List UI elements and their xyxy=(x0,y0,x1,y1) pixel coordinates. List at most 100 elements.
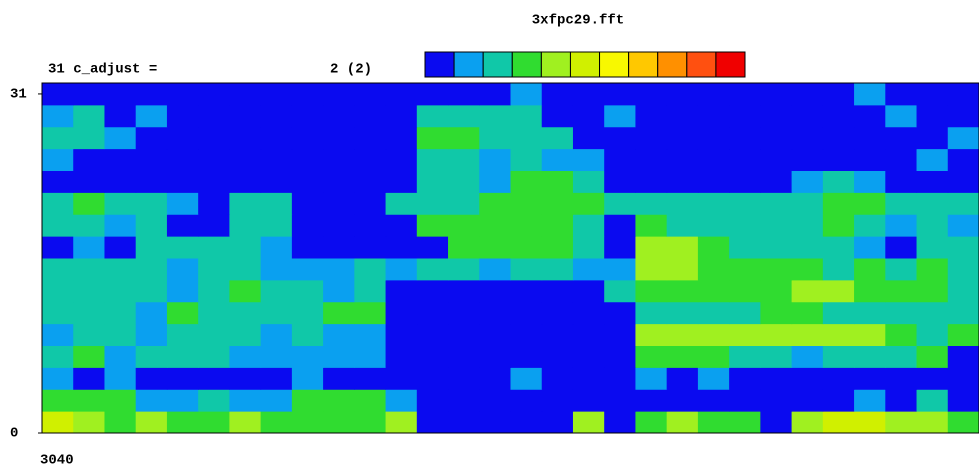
heat-cell xyxy=(291,83,324,106)
heat-cell xyxy=(229,83,262,106)
heat-cell xyxy=(729,148,761,171)
heat-cell xyxy=(635,126,668,150)
heat-cell xyxy=(291,389,324,412)
heat-cell xyxy=(760,236,793,259)
heat-cell xyxy=(635,192,668,215)
heat-cell xyxy=(791,83,824,106)
heat-cell xyxy=(385,411,418,434)
heat-cell xyxy=(73,301,105,325)
heat-cell xyxy=(448,236,480,259)
heat-cell xyxy=(572,214,605,237)
heat-cell xyxy=(104,148,137,171)
heat-cell xyxy=(448,367,480,390)
heat-cell xyxy=(448,323,480,346)
heat-cell xyxy=(73,389,105,412)
heat-cell xyxy=(291,170,324,193)
heat-cell xyxy=(541,301,574,325)
heat-cell xyxy=(541,345,574,368)
heat-cell xyxy=(729,126,761,150)
heat-cell xyxy=(166,83,199,106)
heat-cell xyxy=(479,170,511,193)
heat-cell xyxy=(791,411,824,434)
heat-cell xyxy=(572,323,605,346)
heat-cell xyxy=(604,258,636,281)
heat-cell xyxy=(260,148,293,171)
heat-cell xyxy=(916,411,949,434)
heat-cell xyxy=(791,279,824,303)
y-tick-label: 0 xyxy=(10,426,18,442)
heat-cell xyxy=(822,258,855,281)
heat-cell xyxy=(135,83,168,106)
heat-cell xyxy=(666,192,699,215)
heat-cell xyxy=(822,236,855,259)
heat-cell xyxy=(198,214,230,237)
heat-cell xyxy=(385,258,418,281)
heat-cell xyxy=(729,279,761,303)
heat-cell xyxy=(479,192,511,215)
heat-cell xyxy=(479,367,511,390)
heat-cell xyxy=(260,258,293,281)
heat-cell xyxy=(385,214,418,237)
heat-cell xyxy=(479,126,511,150)
heat-cell xyxy=(635,148,668,171)
heat-cell xyxy=(229,126,262,150)
heat-cell xyxy=(510,192,543,215)
heat-cell xyxy=(416,258,449,281)
heat-cell xyxy=(947,214,979,237)
heat-cell xyxy=(947,126,979,150)
heat-cell xyxy=(166,236,199,259)
heat-cell xyxy=(260,83,293,106)
heat-cell xyxy=(385,126,418,150)
heat-cell xyxy=(479,323,511,346)
heat-cell xyxy=(385,301,418,325)
heat-cell xyxy=(916,258,949,281)
heat-cell xyxy=(291,279,324,303)
heat-cell xyxy=(291,214,324,237)
heat-cell xyxy=(198,389,230,412)
heat-cell xyxy=(135,126,168,150)
heat-cell xyxy=(260,323,293,346)
heat-cell xyxy=(385,192,418,215)
heat-cell xyxy=(916,301,949,325)
heat-cell xyxy=(510,345,543,368)
heat-cell xyxy=(104,279,137,303)
heat-cell xyxy=(822,411,855,434)
colorbar-swatch xyxy=(424,51,455,78)
heat-cell xyxy=(166,389,199,412)
plot-border xyxy=(41,82,979,434)
heat-cell xyxy=(822,104,855,128)
heat-cell xyxy=(229,104,262,128)
heat-cell xyxy=(791,258,824,281)
colorbar-swatch xyxy=(511,51,542,78)
heat-cell xyxy=(947,192,979,215)
heat-cell xyxy=(323,258,355,281)
heat-cell xyxy=(323,236,355,259)
heat-cell xyxy=(448,345,480,368)
heat-cell xyxy=(510,148,543,171)
heat-cell xyxy=(604,148,636,171)
heat-cell xyxy=(760,83,793,106)
heat-cell xyxy=(416,126,449,150)
heat-cell xyxy=(73,83,105,106)
heat-cell xyxy=(885,301,918,325)
heat-cell xyxy=(104,214,137,237)
heat-cell xyxy=(791,104,824,128)
heat-cell xyxy=(135,214,168,237)
heat-cell xyxy=(635,279,668,303)
heat-cell xyxy=(572,104,605,128)
heat-cell xyxy=(885,345,918,368)
heat-cell xyxy=(697,411,730,434)
heat-cell xyxy=(198,411,230,434)
heat-cell xyxy=(479,279,511,303)
heat-cell xyxy=(135,367,168,390)
heat-cell xyxy=(260,192,293,215)
heat-cell xyxy=(916,104,949,128)
heat-cell xyxy=(791,126,824,150)
heat-cell xyxy=(229,258,262,281)
heat-cell xyxy=(635,83,668,106)
heat-cell xyxy=(385,389,418,412)
heat-cell xyxy=(916,323,949,346)
heat-cell xyxy=(42,104,74,128)
heat-cell xyxy=(791,148,824,171)
heat-cell xyxy=(947,389,979,412)
